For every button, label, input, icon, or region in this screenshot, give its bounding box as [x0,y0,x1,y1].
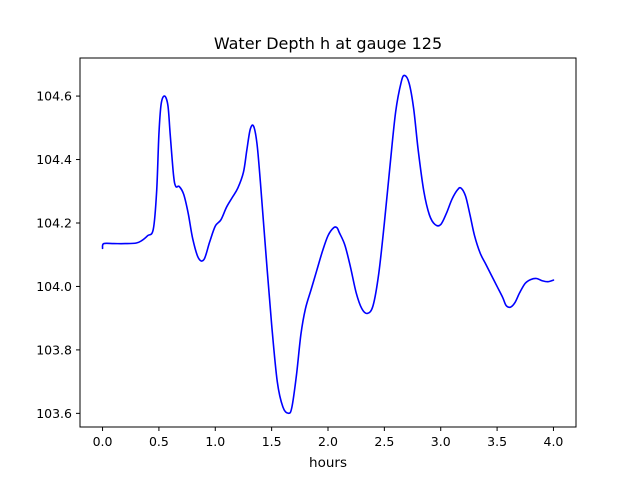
x-tick-label: 2.0 [318,434,338,449]
x-axis-label: hours [309,455,347,471]
chart-title: Water Depth h at gauge 125 [214,34,442,53]
x-tick-label: 3.0 [431,434,451,449]
y-tick-label: 104.0 [36,279,72,294]
y-tick-label: 104.4 [36,152,72,167]
x-tick-label: 1.0 [205,434,225,449]
x-tick-label: 1.5 [262,434,282,449]
x-tick-label: 3.5 [487,434,507,449]
plot-area [101,74,555,415]
y-tick-label: 103.8 [36,342,72,357]
axes-frame [79,57,577,428]
x-tick-label: 0.0 [93,434,113,449]
x-tick-label: 4.0 [544,434,564,449]
x-axis: 0.0 0.5 1.0 1.5 2.0 2.5 3.0 3.5 4.0 [93,427,564,449]
y-tick-label: 104.2 [36,215,72,230]
y-tick-label: 104.6 [36,89,72,104]
y-axis: 103.6 103.8 104.0 104.2 104.4 104.6 [36,89,80,421]
x-tick-label: 0.5 [149,434,169,449]
series-line-0 [101,74,555,415]
y-tick-label: 103.6 [36,406,72,421]
x-tick-label: 2.5 [374,434,394,449]
